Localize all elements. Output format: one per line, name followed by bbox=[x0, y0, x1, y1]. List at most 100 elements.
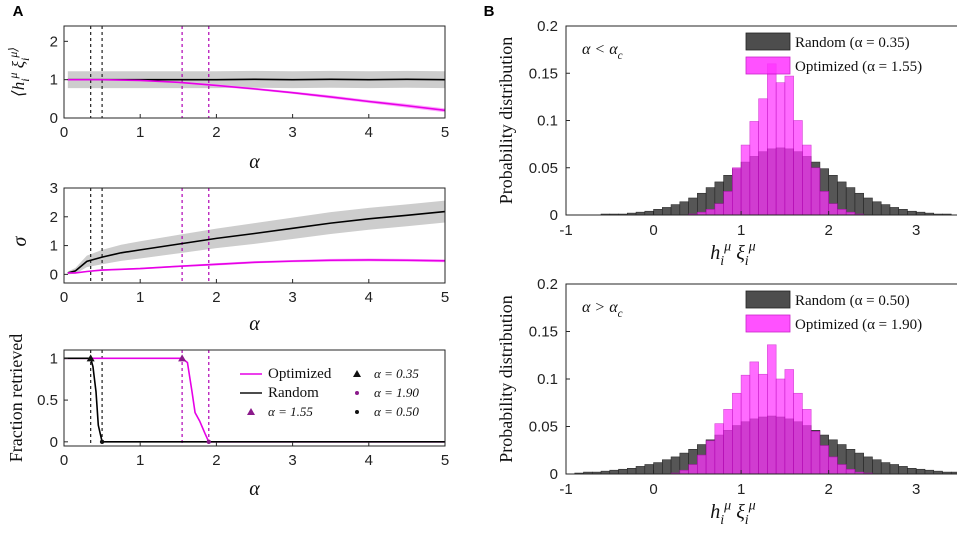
a1-line-optimized bbox=[67, 78, 445, 112]
b2-plot-area bbox=[574, 344, 957, 474]
b2-bar-random-11 bbox=[670, 456, 681, 474]
b2-bar-random-8 bbox=[644, 464, 654, 474]
b2-bar-random-9 bbox=[653, 462, 663, 474]
a3-legend-box bbox=[234, 364, 444, 431]
b1-bar-random-7 bbox=[662, 207, 672, 215]
b1-legend-label-0: Random (α = 0.35) bbox=[795, 35, 910, 51]
a2-xtick-label-1: 1 bbox=[136, 289, 144, 306]
b2-bar-optimized-31 bbox=[845, 468, 856, 474]
a2-line-optimized bbox=[67, 259, 445, 274]
a3-xtick-label-2: 2 bbox=[212, 452, 220, 469]
b1-xtick-label-2: 1 bbox=[737, 222, 745, 239]
a3-legend-label-3: α = 1.90 bbox=[374, 385, 419, 400]
a3-legend-swatch-1 bbox=[353, 370, 361, 377]
b2-bar-random-7 bbox=[635, 466, 646, 474]
b1-bar-optimized-19 bbox=[767, 63, 777, 215]
b1-bar-optimized-16 bbox=[740, 144, 751, 215]
a2-frame bbox=[63, 187, 446, 284]
a1-xtick-label-5: 5 bbox=[441, 124, 449, 141]
a3-xlabel: α bbox=[249, 478, 260, 500]
a3-legend-label-1: α = 0.35 bbox=[374, 366, 419, 381]
a3-xtick-label-5: 5 bbox=[441, 452, 449, 469]
b2-bar-optimized-19 bbox=[740, 374, 751, 474]
a2-xlabel: α bbox=[249, 313, 260, 335]
b1-bar-random-28 bbox=[845, 187, 856, 215]
a2-xtick-label-3: 3 bbox=[288, 289, 296, 306]
b2-bar-optimized-26 bbox=[802, 409, 812, 474]
b2-bar-optimized-20 bbox=[749, 361, 759, 474]
a1-ytick-label-1: 1 bbox=[50, 72, 58, 89]
a3-ylabel: Fraction retrieved bbox=[6, 334, 26, 462]
b2-bar-random-35 bbox=[880, 462, 891, 474]
b1-bar-optimized-25 bbox=[819, 191, 829, 215]
panel-label-b: B bbox=[484, 3, 495, 20]
a1-xtick-label-3: 3 bbox=[288, 124, 296, 141]
b1-bar-random-33 bbox=[889, 207, 900, 215]
b1-bar-optimized-26 bbox=[828, 203, 838, 215]
panel-a1: 0 1 2 3 4 5 0 1 2 α ⟨hiμ ξiμ⟩ bbox=[6, 25, 449, 173]
b2-bar-random-43 bbox=[950, 471, 957, 474]
b2-ytick-label-2: 0.1 bbox=[537, 371, 558, 388]
a3-ytick-label-2: 1 bbox=[50, 350, 58, 367]
a3-legend-swatch-4 bbox=[247, 408, 255, 415]
b2-bar-random-34 bbox=[872, 459, 882, 474]
a3-xtick-label-3: 3 bbox=[288, 452, 296, 469]
a1-xtick-label-1: 1 bbox=[136, 124, 144, 141]
a3-ytick-label-0: 0 bbox=[50, 434, 58, 451]
b2-annotation: α > αc bbox=[582, 299, 623, 320]
a2-ytick-label-3: 3 bbox=[50, 180, 58, 197]
b2-bar-random-39 bbox=[915, 468, 926, 474]
b2-legend-swatch-1 bbox=[745, 314, 791, 333]
b1-ytick-label-4: 0.2 bbox=[537, 18, 558, 35]
a1-ytick-label-0: 0 bbox=[50, 110, 58, 127]
b2-legend-label-1: Optimized (α = 1.90) bbox=[795, 317, 922, 333]
b2-bar-random-4 bbox=[609, 469, 619, 474]
b1-xtick-label-1: 0 bbox=[649, 222, 657, 239]
a3-xtick-label-4: 4 bbox=[365, 452, 373, 469]
b2-bar-optimized-12 bbox=[679, 469, 689, 474]
b1-bar-optimized-17 bbox=[749, 121, 759, 215]
b2-bar-optimized-18 bbox=[732, 392, 742, 474]
b1-bar-optimized-12 bbox=[705, 209, 716, 215]
a1-ylabel: ⟨hiμ ξiμ⟩ bbox=[6, 47, 32, 97]
a1-frame bbox=[63, 25, 446, 119]
b2-bar-optimized-14 bbox=[697, 454, 707, 474]
b2-xtick-label-0: -1 bbox=[559, 481, 572, 498]
b1-bar-random-34 bbox=[898, 209, 908, 215]
b2-bar-optimized-22 bbox=[767, 344, 777, 474]
b2-bar-random-6 bbox=[626, 467, 637, 474]
b2-xtick-label-3: 2 bbox=[824, 481, 832, 498]
b2-bar-optimized-28 bbox=[819, 445, 829, 474]
b2-bar-optimized-13 bbox=[688, 464, 698, 474]
b2-bar-random-5 bbox=[618, 468, 628, 474]
b2-xtick-label-4: 3 bbox=[912, 481, 920, 498]
a2-ytick-label-1: 1 bbox=[50, 238, 58, 255]
panel-a3: 0 1 2 3 4 5 0 0.5 1 α Fraction retrieved Optimized α… bbox=[6, 334, 449, 500]
a3-legend-swatch-3 bbox=[355, 391, 359, 395]
b1-legend-label-1: Optimized (α = 1.55) bbox=[795, 59, 922, 75]
a3-ytick-label-1: 0.5 bbox=[37, 392, 58, 409]
a3-marker-dot-3 bbox=[99, 439, 105, 445]
a1-plot-area bbox=[67, 26, 445, 118]
b1-bar-optimized-24 bbox=[810, 167, 821, 215]
b1-bar-optimized-18 bbox=[758, 98, 768, 215]
a3-frame bbox=[63, 349, 446, 447]
b2-bar-random-37 bbox=[898, 466, 908, 474]
b2-bar-optimized-21 bbox=[758, 373, 768, 474]
b1-bar-optimized-23 bbox=[802, 144, 812, 215]
a3-legend-label-0: Optimized bbox=[268, 366, 332, 382]
b1-ytick-label-3: 0.15 bbox=[529, 65, 558, 82]
b1-bar-optimized-14 bbox=[723, 191, 733, 215]
b2-bar-random-40 bbox=[924, 469, 935, 474]
b2-bar-random-38 bbox=[907, 467, 917, 474]
a3-legend-label-2: Random bbox=[268, 385, 319, 401]
b2-bar-optimized-27 bbox=[810, 430, 821, 474]
a2-xtick-label-5: 5 bbox=[441, 289, 449, 306]
b1-bar-optimized-22 bbox=[793, 120, 803, 215]
a3-xtick-label-1: 1 bbox=[136, 452, 144, 469]
b1-bar-optimized-20 bbox=[775, 82, 786, 215]
a2-plot-area bbox=[67, 188, 445, 283]
b1-bar-random-9 bbox=[679, 201, 689, 215]
